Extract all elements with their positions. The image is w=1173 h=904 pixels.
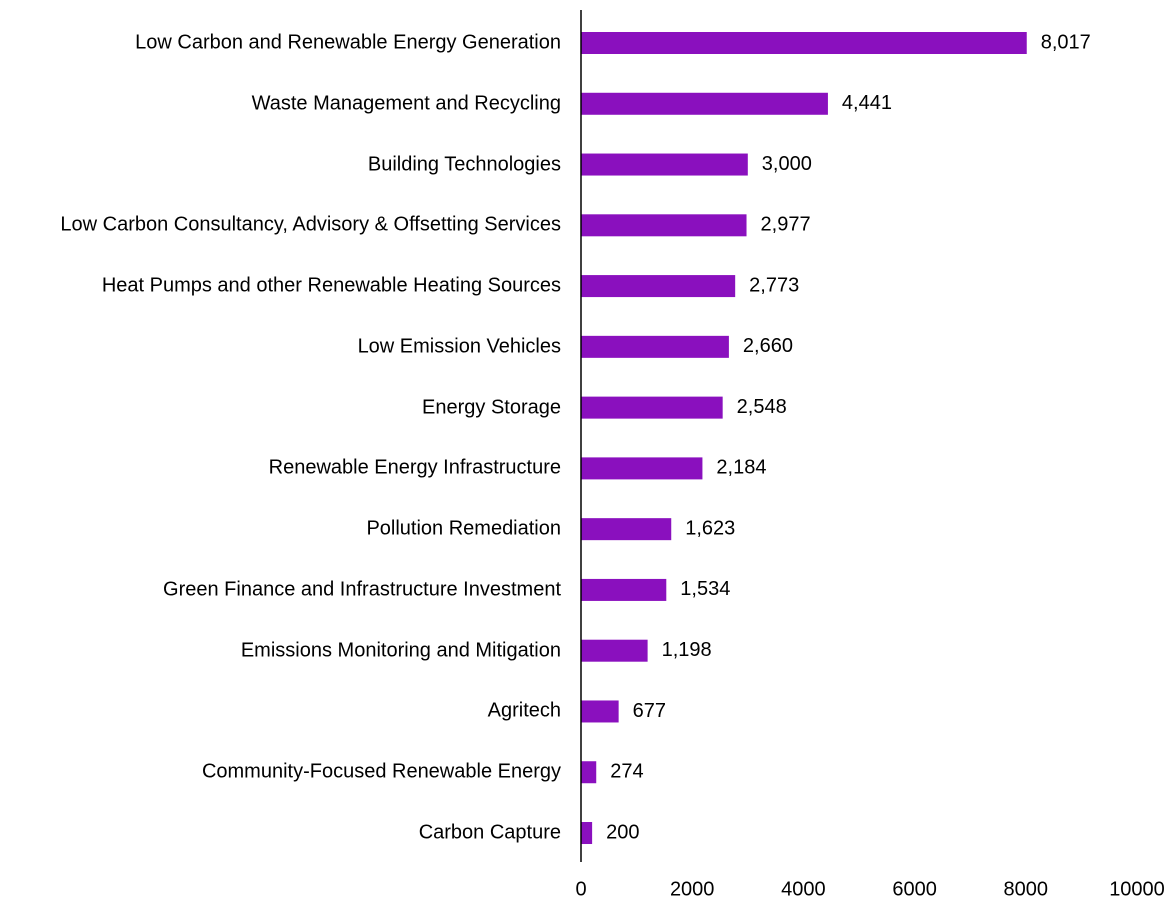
y-tick-label: Community-Focused Renewable Energy (201, 760, 561, 783)
data-label: 1,198 (662, 639, 712, 661)
y-tick-label: Heat Pumps and other Renewable Heating S… (101, 274, 561, 297)
y-tick-label: Waste Management and Recycling (251, 92, 561, 115)
y-tick-label: Low Emission Vehicles (357, 335, 561, 358)
y-tick-label: Renewable Energy Infrastructure (268, 456, 561, 479)
bar (581, 639, 648, 662)
data-label: 200 (606, 821, 639, 843)
data-label: 274 (610, 761, 643, 783)
y-tick-label: Carbon Capture (418, 821, 561, 844)
data-label: 8,017 (1041, 31, 1091, 53)
data-label: 2,660 (743, 335, 793, 357)
y-tick-label: Low Carbon Consultancy, Advisory & Offse… (60, 213, 561, 236)
bar (581, 518, 672, 541)
y-tick-label: Green Finance and Infrastructure Investm… (163, 578, 561, 601)
x-tick-label: 4000 (781, 878, 826, 900)
x-tick-label: 6000 (892, 878, 937, 900)
x-tick-label: 2000 (670, 878, 715, 900)
y-tick-label: Emissions Monitoring and Mitigation (240, 639, 561, 662)
data-label: 2,548 (737, 396, 787, 418)
data-label: 2,977 (761, 214, 811, 236)
data-label: 677 (633, 700, 666, 722)
data-label: 2,184 (716, 457, 766, 479)
bar (581, 457, 703, 480)
y-tick-label: Energy Storage (422, 396, 561, 419)
bar (581, 275, 736, 298)
x-tick-label: 8000 (1004, 878, 1049, 900)
data-label: 4,441 (842, 92, 892, 114)
data-label: 3,000 (762, 153, 812, 175)
data-label: 1,534 (680, 578, 730, 600)
bar (581, 214, 747, 237)
data-label: 2,773 (749, 274, 799, 296)
bar (581, 700, 619, 723)
x-tick-label: 0 (575, 878, 586, 900)
bar (581, 92, 828, 115)
bar (581, 153, 748, 176)
bar (581, 32, 1027, 54)
bar (581, 396, 723, 419)
y-tick-label: Low Carbon and Renewable Energy Generati… (135, 31, 561, 54)
x-tick-label: 10000 (1109, 878, 1165, 900)
bar (581, 335, 729, 358)
y-tick-label: Building Technologies (367, 153, 561, 176)
data-label: 1,623 (685, 517, 735, 539)
y-tick-label: Agritech (487, 699, 561, 722)
bar (581, 761, 597, 784)
y-tick-label: Pollution Remediation (366, 517, 561, 540)
bar (581, 578, 667, 601)
bar (581, 822, 593, 845)
